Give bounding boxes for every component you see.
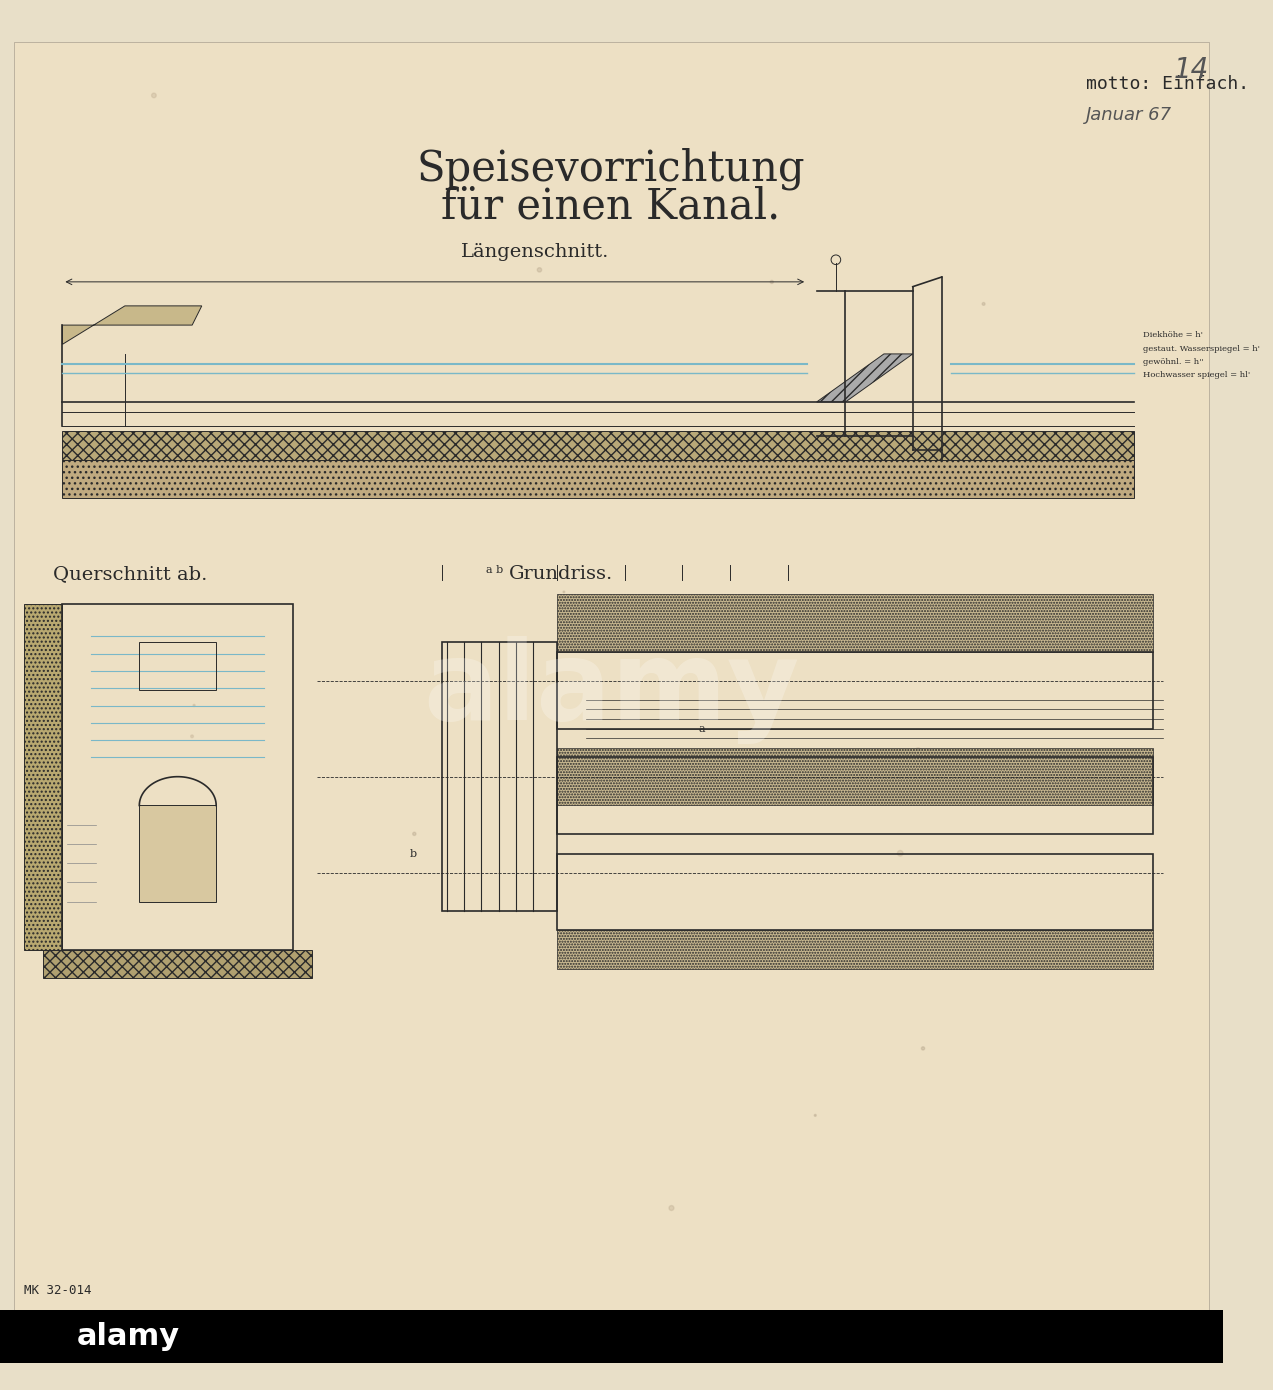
Text: a b: a b [486, 564, 503, 575]
Circle shape [897, 851, 903, 856]
Text: für einen Kanal.: für einen Kanal. [442, 186, 780, 228]
Circle shape [670, 1205, 673, 1211]
Circle shape [563, 591, 565, 592]
Text: Januar 67: Januar 67 [1086, 106, 1172, 124]
Text: Hochwasser spiegel = hl': Hochwasser spiegel = hl' [1143, 371, 1250, 379]
Bar [0, 1309, 1223, 1362]
Circle shape [151, 93, 157, 97]
Text: Diekhöhe = h': Diekhöhe = h' [1143, 331, 1203, 339]
Circle shape [193, 705, 195, 706]
Text: MK 32-014: MK 32-014 [24, 1284, 92, 1297]
Circle shape [922, 1047, 924, 1049]
Circle shape [983, 303, 985, 306]
Bar [442, 642, 558, 912]
Bar [558, 758, 1153, 834]
Text: a: a [698, 724, 705, 734]
Text: Querschnitt ab.: Querschnitt ab. [53, 566, 207, 584]
Text: motto: Einfach.: motto: Einfach. [1086, 75, 1249, 93]
Bar [558, 930, 1153, 969]
Bar [62, 603, 293, 949]
Circle shape [191, 735, 193, 738]
Bar [558, 853, 1153, 930]
Bar [558, 594, 1153, 652]
Text: Speisevorrichtung: Speisevorrichtung [416, 147, 806, 190]
Text: Grundriss.: Grundriss. [509, 566, 614, 584]
Circle shape [537, 268, 541, 272]
Bar [43, 949, 312, 979]
Circle shape [815, 1115, 816, 1116]
Bar [558, 748, 1153, 805]
Polygon shape [62, 306, 201, 345]
Text: gestaut. Wasserspiegel = h': gestaut. Wasserspiegel = h' [1143, 345, 1260, 353]
Text: b: b [410, 848, 416, 859]
Bar [139, 805, 216, 902]
Polygon shape [24, 603, 62, 949]
Text: 14: 14 [1174, 56, 1209, 83]
Circle shape [915, 748, 920, 753]
Circle shape [219, 450, 224, 455]
Bar [139, 642, 216, 691]
Bar [62, 431, 1134, 460]
Circle shape [412, 833, 416, 835]
Text: Längenschnitt.: Längenschnitt. [461, 243, 610, 261]
Circle shape [931, 473, 934, 477]
Polygon shape [817, 354, 913, 402]
Bar [558, 652, 1153, 728]
Bar [62, 460, 1134, 498]
Text: alamy: alamy [423, 637, 799, 744]
Circle shape [770, 281, 774, 284]
Text: gewöhnl. = h'': gewöhnl. = h'' [1143, 357, 1204, 366]
Text: alamy: alamy [76, 1322, 179, 1351]
